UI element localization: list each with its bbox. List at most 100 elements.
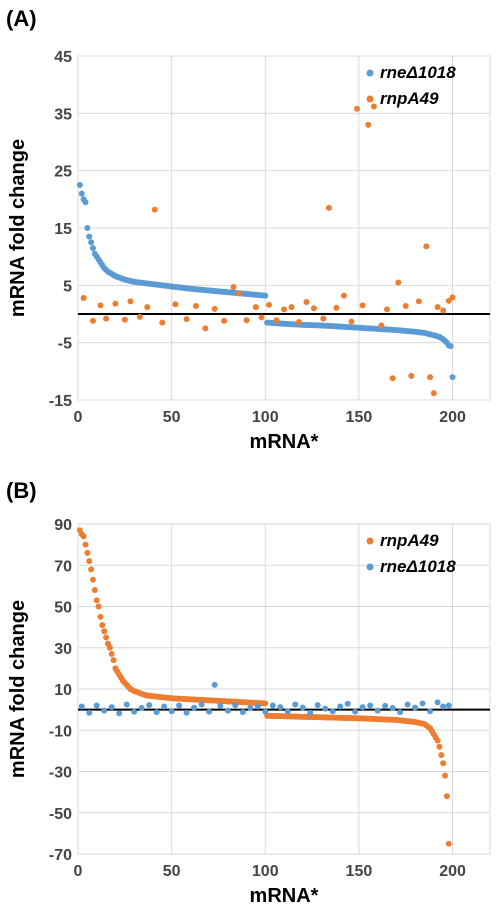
chart-1-series-1-point — [168, 708, 175, 715]
chart-1-series-1-point — [359, 704, 366, 711]
chart-1-x-tick-label: 0 — [74, 863, 83, 880]
chart-0-series-1-point — [325, 204, 332, 211]
chart-1-series-1-point — [101, 707, 108, 714]
chart-1-series-1-point — [239, 709, 246, 716]
chart-1-legend-label: rneΔ1018 — [380, 557, 456, 576]
chart-1-series-0-point — [95, 603, 102, 610]
chart-1-series-1-point — [198, 701, 205, 708]
chart-1-series-1-point — [254, 703, 261, 710]
chart-1-series-1-point — [445, 702, 452, 709]
chart-0-y-tick-label: 45 — [54, 49, 72, 66]
chart-1-series-0-point — [438, 752, 445, 758]
chart-0-series-1-point — [243, 317, 250, 324]
chart-0-series-0-point — [86, 233, 93, 240]
chart-0-series-1-point — [89, 317, 96, 324]
chart-1-y-tick-label: 10 — [54, 682, 72, 699]
chart-0-series-1-point — [221, 317, 228, 324]
chart-1-series-0-point — [440, 760, 447, 767]
chart-0-series-0-point — [84, 225, 91, 231]
chart-1-series-1-point — [93, 702, 100, 709]
chart-0-series-1-point — [348, 318, 355, 325]
chart-1-data-points — [76, 527, 452, 847]
chart-1-series-1-point — [232, 702, 239, 709]
chart-1-series-1-point — [269, 702, 276, 709]
chart-0-series-1-point — [266, 301, 273, 308]
chart-1-x-tick-label: 100 — [252, 863, 279, 880]
chart-1-series-0-point — [103, 634, 110, 641]
chart-1-series-1-point — [224, 707, 231, 714]
chart-0-series-1-point — [408, 372, 415, 379]
chart-1-series-1-point — [277, 704, 284, 711]
chart-1-series-1-point — [374, 707, 381, 714]
chart-1-series-1-point — [314, 702, 321, 709]
chart-0-series-1-point — [172, 301, 179, 308]
chart-1-series-0-point — [91, 587, 98, 593]
chart-1-series-0-point — [97, 613, 104, 620]
chart-1-series-0-point — [80, 533, 87, 540]
chart-0-series-1-point — [288, 304, 295, 311]
chart-1-series-1-point — [217, 702, 224, 709]
chart-1-y-tick-label: 70 — [54, 558, 72, 575]
chart-1-series-1-point — [262, 708, 269, 715]
chart-b-svg: (B) 90 70 50 30 10 -10 -30 -50 -700 50 100 150 200 mRN… — [6, 478, 491, 907]
chart-0-series-1-point — [112, 300, 119, 307]
chart-1-y-tick-label: 30 — [54, 641, 72, 658]
chart-1-series-1-point — [247, 704, 254, 711]
chart-0-series-1-point — [202, 325, 209, 332]
chart-1-x-tick-label: 200 — [439, 863, 466, 880]
chart-1-series-1-point — [86, 709, 93, 716]
chart-0-series-0-point — [76, 182, 83, 188]
chart-0-series-1-point — [423, 243, 430, 250]
chart-1-series-1-point — [123, 701, 130, 708]
chart-1-series-1-point — [412, 704, 419, 711]
chart-panel-a: (A) 45 35 25 15 5 -5 -15 0 50 100 150 200 mRNA* mRNA f… — [6, 6, 491, 453]
chart-0-x-axis-title: mRNA* — [250, 431, 319, 453]
chart-1-series-1-point — [337, 703, 344, 710]
chart-1-series-0-point — [110, 657, 117, 664]
chart-0-series-1-point — [415, 298, 422, 305]
chart-1-series-1-point — [307, 709, 314, 716]
chart-1-x-tick-label: 50 — [163, 863, 181, 880]
chart-1-series-1-point — [206, 708, 213, 715]
chart-1-series-1-point — [404, 701, 411, 708]
chart-1-plot-area — [77, 523, 491, 855]
chart-1-series-0-point — [82, 541, 89, 548]
chart-a-svg: (A) 45 35 25 15 5 -5 -150 50 100 150 200 mRNA* mRNA f… — [6, 6, 491, 453]
chart-0-y-tick-label: 15 — [54, 221, 72, 238]
chart-1-x-tick-label: 150 — [346, 863, 373, 880]
chart-1-legend-marker — [366, 537, 374, 545]
chart-0-series-0-point — [447, 343, 454, 350]
chart-1-series-0-point — [99, 622, 106, 629]
chart-1-series-0-point — [436, 743, 443, 750]
chart-1-series-0-point — [434, 737, 441, 744]
chart-1-y-tick-label: -10 — [49, 723, 72, 740]
chart-0-series-1-point — [402, 302, 409, 309]
chart-panel-b: (B) 90 70 50 30 10 -10 -30 -50 -70 0 50 100 150 200 mRN… — [0, 472, 498, 914]
chart-1-series-1-point — [292, 701, 299, 708]
chart-1-series-1-point — [153, 709, 160, 716]
chart-1-series-1-point — [367, 702, 374, 709]
chart-0-series-0-point — [78, 190, 85, 197]
chart-1-series-0-point — [106, 644, 113, 651]
chart-1-series-1-point — [382, 702, 389, 709]
chart-0-series-0-point — [262, 292, 269, 299]
chart-0-legend-label: rnpA49 — [380, 89, 439, 108]
chart-0-series-1-point — [434, 304, 441, 311]
chart-0-series-1-point — [449, 294, 456, 301]
chart-1-series-1-point — [397, 709, 404, 716]
chart-0-y-tick-label: 5 — [63, 278, 72, 295]
chart-0-legend-label: rneΔ1018 — [380, 63, 456, 82]
chart-1-series-1-point — [284, 708, 291, 715]
chart-0-series-1-point — [159, 319, 166, 326]
chart-1-series-1-point — [131, 708, 138, 715]
chart-0-series-1-point — [183, 316, 190, 323]
chart-0-series-0-point — [88, 239, 95, 246]
chart-1-legend-label: rnpA49 — [380, 531, 439, 550]
chart-1-series-1-point — [116, 710, 123, 717]
chart-1-series-1-point — [419, 700, 426, 707]
chart-1-series-1-point — [440, 703, 447, 710]
chart-1-legend-marker — [366, 563, 374, 571]
chart-0-x-tick-label: 200 — [439, 409, 466, 426]
chart-0-series-0-point — [82, 199, 89, 206]
chart-0-series-1-point — [440, 307, 447, 314]
